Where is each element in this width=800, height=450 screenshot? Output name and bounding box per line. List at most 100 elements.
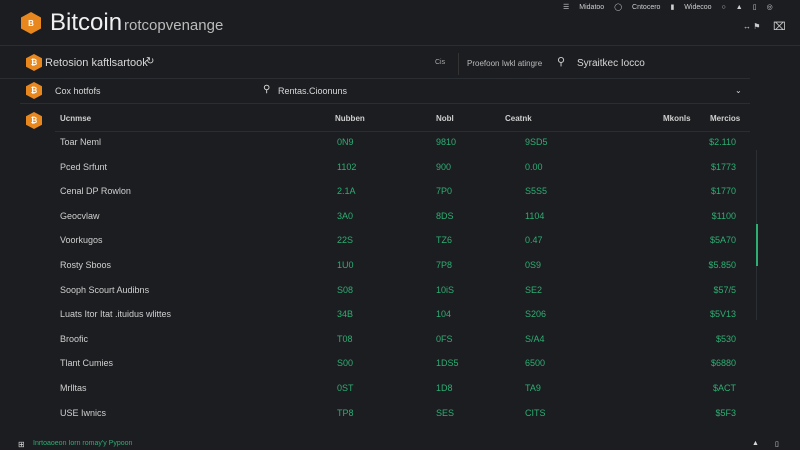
column-header[interactable]: Nubben	[335, 114, 365, 123]
arrows-icon[interactable]: ↔ ⚑	[743, 22, 761, 31]
table-row[interactable]: Toar Neml 0N9 9810 9SD5 $2.110	[0, 137, 800, 157]
bitcoin-icon: ₿	[26, 54, 42, 71]
cell-value: S00	[337, 358, 354, 369]
bar-icon: ▮	[670, 4, 675, 11]
user-icon[interactable]: ▲	[752, 440, 759, 447]
row-name: Cenal DP Rowlon	[60, 186, 131, 197]
chevron-down-icon[interactable]: ⌄	[735, 86, 742, 95]
settings-icon[interactable]: ◎	[766, 4, 773, 11]
cell-value: 2.1A	[337, 186, 356, 197]
table-row[interactable]: USE Iwnics TP8 SES CITS $5F3	[0, 408, 800, 428]
device-icon[interactable]: ▯	[752, 4, 757, 11]
table-row[interactable]: Mrlltas 0ST 1D8 TA9 $ACT	[0, 383, 800, 403]
table-row[interactable]: Tlant Cumies S00 1DS5 6500 $6880	[0, 358, 800, 378]
cell-value: $5A70	[709, 235, 736, 246]
user-icon[interactable]: ▲	[735, 3, 743, 11]
cell-value: S08	[337, 284, 354, 295]
cell-value: 6500	[525, 358, 546, 369]
table-row[interactable]: Rosty Sboos 1U0 7P8 0S9 $5.850	[0, 260, 800, 280]
row-name: Pced Srfunt	[60, 161, 108, 172]
refresh-icon[interactable]: ↻	[146, 56, 155, 67]
top-nav: ☰ Midatoo ◯ Cntocero ▮ Widecoo ○ ▲ ▯ ◎	[563, 3, 773, 12]
divider	[0, 45, 800, 46]
menu-icon[interactable]: ☰	[563, 4, 570, 11]
row-name: Voorkugos	[60, 235, 103, 246]
row-name: Broofic	[60, 333, 89, 344]
cell-value: 1102	[337, 161, 357, 172]
cell-value: 1D8	[436, 383, 453, 393]
row-name: Toar Neml	[60, 137, 102, 147]
divider	[0, 78, 750, 79]
lock-icon[interactable]: ▯	[775, 441, 779, 448]
row-name: Sooph Scourt Audibns	[60, 284, 150, 295]
table-row[interactable]: Luats Itor Itat .ituidus wlittes 34B 104 S2…	[0, 309, 800, 329]
cell-value: SE2	[525, 284, 543, 295]
row-name: Geocvlaw	[60, 210, 100, 221]
row-name: Rosty Sboos	[60, 260, 112, 270]
cell-value: 8DS	[436, 210, 454, 221]
close-icon[interactable]: ⌧	[773, 21, 786, 33]
search-icon[interactable]: ⚲	[263, 84, 271, 95]
cell-value: S206	[525, 309, 547, 320]
cell-value: S/A4	[525, 333, 545, 344]
cell-value: 0ST	[337, 383, 354, 393]
cell-value: 9810	[436, 137, 457, 147]
status-text: Inrtoaoeon Iorn romay'y Pypoon	[33, 440, 133, 447]
cell-value: 1DS5	[436, 358, 459, 369]
column-header[interactable]: Mercios	[710, 114, 741, 123]
row-name: Luats Itor Itat .ituidus wlittes	[60, 309, 172, 320]
nav-item[interactable]: Cntocero	[632, 3, 661, 11]
cell-value: $2.110	[709, 137, 736, 147]
table-row[interactable]: Pced Srfunt 1102 900 0.00 $1773	[0, 162, 800, 182]
status-icon: ⊞	[18, 440, 25, 449]
cell-value: TA9	[525, 383, 541, 393]
divider	[20, 103, 750, 104]
cell-value: $1770	[710, 186, 736, 197]
cell-value: $1773	[710, 161, 736, 172]
row-name: Mrlltas	[60, 383, 87, 393]
cell-value: TZ6	[436, 235, 453, 246]
search-input[interactable]: Syraitkec Iocco	[577, 58, 645, 69]
cell-value: S5S5	[525, 186, 548, 197]
table-row[interactable]: Voorkugos 22S TZ6 0.47 $5A70	[0, 235, 800, 255]
bell-icon[interactable]: ◯	[614, 4, 623, 11]
table-row[interactable]: Broofic T08 0FS S/A4 $530	[0, 334, 800, 354]
divider	[55, 131, 750, 132]
app-title: Bitcoin rotcopvenange	[50, 9, 223, 37]
nav-item[interactable]: Midatoo	[579, 3, 605, 11]
shortcut-label: Cis	[435, 59, 446, 66]
column-header[interactable]: Ceatnk	[505, 114, 532, 123]
cell-value: 0FS	[436, 333, 453, 344]
table-row[interactable]: Sooph Scourt Audibns S08 10iS SE2 $57/5	[0, 285, 800, 305]
section-label: Cox hotfofs	[55, 86, 101, 96]
cell-value: T08	[337, 333, 353, 344]
cell-value: $530	[715, 333, 736, 344]
table-header: Ucnmse Nubben Nobl Ceatnk Mkonls Mercios	[0, 114, 800, 134]
refresh-icon[interactable]: ○	[721, 3, 726, 11]
table-row[interactable]: Cenal DP Rowlon 2.1A 7P0 S5S5 $1770	[0, 186, 800, 206]
row-name: USE Iwnics	[60, 407, 107, 418]
column-header[interactable]: Mkonls	[663, 114, 691, 123]
brand-suffix: rotcopvenange	[124, 17, 224, 34]
nav-item[interactable]: Widecoo	[684, 3, 712, 11]
cell-value: 3A0	[337, 210, 354, 221]
table-row[interactable]: Geocvlaw 3A0 8DS 1104 $1100	[0, 211, 800, 231]
cell-value: TP8	[337, 407, 354, 418]
column-header[interactable]: Nobl	[436, 114, 454, 123]
scrollbar-thumb[interactable]	[756, 224, 758, 266]
cell-value: 0.47	[525, 235, 543, 246]
cell-value: 9SD5	[525, 137, 548, 147]
cell-value: $ACT	[712, 383, 736, 393]
column-header[interactable]: Ucnmse	[60, 114, 92, 123]
cell-value: 0S9	[525, 260, 542, 270]
cell-value: 1104	[525, 210, 545, 221]
cell-value: 0.00	[525, 161, 543, 172]
search-icon[interactable]: ⚲	[557, 56, 566, 68]
cell-value: 900	[436, 161, 452, 172]
filter-select[interactable]: Rentas.Cioonuns	[278, 86, 348, 96]
filter-label[interactable]: Proefoon Iwkl atingre	[467, 59, 543, 68]
cell-value: 0N9	[337, 137, 354, 147]
cell-value: 7P0	[436, 186, 453, 197]
cell-value: $5.850	[708, 260, 736, 270]
cell-value: 10iS	[436, 284, 455, 295]
